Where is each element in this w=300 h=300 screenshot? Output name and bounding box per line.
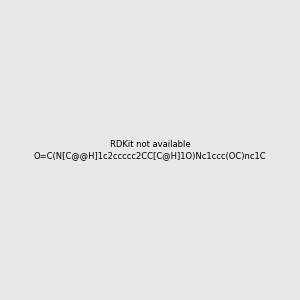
Text: RDKit not available
O=C(N[C@@H]1c2ccccc2CC[C@H]1O)Nc1ccc(OC)nc1C: RDKit not available O=C(N[C@@H]1c2ccccc2… xyxy=(34,140,266,160)
